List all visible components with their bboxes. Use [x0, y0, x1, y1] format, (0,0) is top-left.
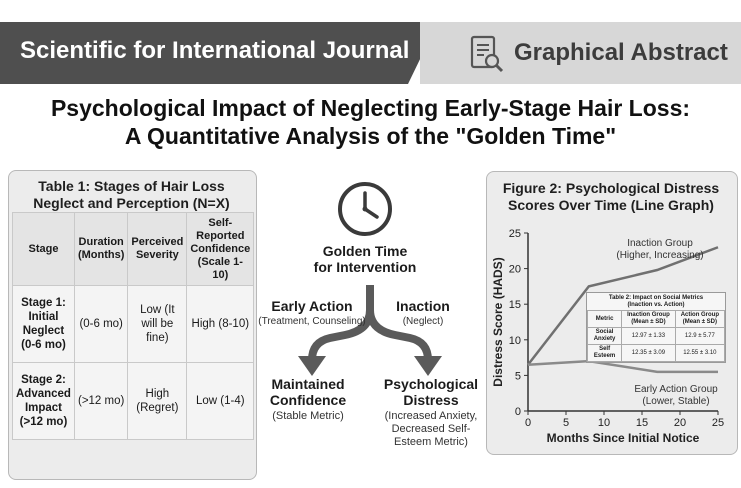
table-cell: High (Regret): [127, 362, 188, 440]
table-row: Stage 2: Advanced Impact (>12 mo) (>12 m…: [12, 362, 255, 440]
header-banner-light: [420, 22, 741, 84]
outcome-right-sub: (Increased Anxiety, Decreased Self- Este…: [375, 410, 487, 449]
outcome-right-line-1: Psychological: [383, 376, 479, 392]
figure2-title: Figure 2: Psychological Distress Scores …: [486, 180, 736, 214]
inaction-group-annotation: Inaction Group (Higher, Increasing): [586, 238, 734, 262]
table-cell: 12.9 ± 5.77: [674, 327, 726, 345]
early-action-label: Early Action: [271, 298, 353, 314]
clock-icon: [338, 182, 392, 236]
early-annotation-line-2: (Lower, Stable): [642, 396, 710, 407]
inset-caption-line-2: (Inaction vs. Action): [627, 302, 685, 308]
y-tick-label: 5: [515, 370, 521, 382]
header-confidence: Self-Reported Confidence (Scale 1-10): [186, 212, 255, 286]
distress-line-chart: 0 5 10 15 20 25 0 5 10 15 20 25 Months Since Initial…: [491, 228, 724, 445]
y-tick-label: 0: [515, 406, 521, 418]
inset-header-row: Metric Inaction Group (Mean ± SD) Action…: [586, 310, 726, 328]
inaction-series-line: [527, 246, 719, 366]
arrow-right-icon: [414, 356, 442, 376]
table1-title: Table 1: Stages of Hair Loss Neglect and…: [8, 178, 255, 212]
outcome-right-sub-3: Esteem Metric): [394, 436, 468, 448]
x-axis-label: Months Since Initial Notice: [547, 431, 700, 445]
outcome-psychological-distress: Psychological Distress: [375, 376, 487, 408]
table1-title-line-1: Table 1: Stages of Hair Loss: [38, 178, 225, 194]
outcome-maintained-confidence: Maintained Confidence: [258, 376, 358, 408]
y-tick-label: 20: [509, 264, 521, 276]
title-line-1: Psychological Impact of Neglecting Early…: [50, 95, 691, 121]
table-cell: Self Esteem: [586, 344, 623, 362]
table-cell: 12.97 ± 1.33: [621, 327, 676, 345]
inset-header: Inaction Group (Mean ± SD): [621, 310, 676, 328]
x-tick-label: 5: [563, 417, 569, 429]
x-tick-label: 25: [712, 417, 724, 429]
table-cell: Low (1-4): [186, 362, 255, 440]
outcome-left-line-2: Confidence: [269, 392, 347, 408]
golden-time-line-2: for Intervention: [313, 259, 417, 275]
inaction-label: Inaction: [396, 298, 450, 314]
outcome-left-sub: (Stable Metric): [272, 410, 344, 422]
table-row: Stage 1: Initial Neglect (0-6 mo) (0-6 m…: [12, 285, 255, 363]
branch-arrows: [298, 285, 442, 376]
x-tick-label: 15: [636, 417, 648, 429]
inset-header: Action Group (Mean ± SD): [674, 310, 726, 328]
table-cell: 12.55 ± 3.10: [674, 344, 726, 362]
table-row: Self Esteem 12.35 ± 3.09 12.55 ± 3.10: [586, 344, 726, 362]
table-row: Social Anxiety 12.97 ± 1.33 12.9 ± 5.77: [586, 327, 726, 345]
outcome-right-sub-1: (Increased Anxiety,: [384, 410, 478, 422]
y-tick-label: 15: [509, 299, 521, 311]
early-action-sub: (Treatment, Counseling): [258, 316, 366, 327]
social-metrics-inset-table: Table 2: Impact on Social Metrics (Inact…: [586, 292, 726, 363]
header-stage: Stage: [12, 212, 75, 286]
x-tick-label: 10: [598, 417, 610, 429]
table-cell: High (8-10): [186, 285, 255, 363]
table1-title-line-2: Neglect and Perception (N=X): [33, 195, 230, 211]
inaction-sub: (Neglect): [402, 316, 444, 327]
title-line-2: A Quantitative Analysis of the "Golden T…: [124, 123, 617, 149]
inset-caption-line-1: Table 2: Impact on Social Metrics: [608, 295, 704, 301]
early-annotation-line-1: Early Action Group: [634, 384, 718, 395]
arrow-left-icon: [298, 356, 326, 376]
y-tick-label: 25: [509, 228, 521, 240]
inset-caption: Table 2: Impact on Social Metrics (Inact…: [587, 293, 725, 310]
x-tick-label: 0: [525, 417, 531, 429]
header-severity: Perceived Severity: [127, 212, 188, 286]
figure2-title-line-2: Scores Over Time (Line Graph): [508, 197, 714, 213]
x-tick-label: 20: [674, 417, 686, 429]
outcome-right-sub-2: Decreased Self-: [391, 423, 471, 435]
outcome-left-line-1: Maintained: [271, 376, 345, 392]
table-cell: Social Anxiety: [586, 327, 623, 345]
table-cell: 12.35 ± 3.09: [621, 344, 676, 362]
inaction-annotation-line-2: (Higher, Increasing): [616, 250, 704, 261]
outcome-right-line-2: Distress: [403, 392, 459, 408]
early-action-series-line: [527, 359, 718, 374]
journal-name: Scientific for International Journal: [20, 37, 410, 64]
golden-time-line-1: Golden Time: [322, 243, 408, 259]
table-cell: (0-6 mo): [73, 285, 129, 363]
inaction-annotation-line-1: Inaction Group: [627, 238, 693, 249]
table-cell: Low (It will be fine): [127, 285, 188, 363]
header-duration: Duration (Months): [73, 212, 129, 286]
figure2-title-line-1: Figure 2: Psychological Distress: [502, 180, 720, 196]
graphical-abstract-label: Graphical Abstract: [514, 39, 728, 66]
table-cell: Stage 1: Initial Neglect (0-6 mo): [12, 285, 75, 363]
page-title: Psychological Impact of Neglecting Early…: [0, 94, 741, 150]
early-action-annotation: Early Action Group (Lower, Stable): [618, 384, 734, 408]
table-cell: Stage 2: Advanced Impact (>12 mo): [12, 362, 75, 440]
golden-time-label: Golden Time for Intervention: [300, 243, 430, 275]
stages-table: Stage Duration (Months) Perceived Severi…: [12, 212, 255, 440]
y-tick-label: 10: [509, 335, 521, 347]
document-search-icon: [470, 35, 504, 73]
table-cell: (>12 mo): [73, 362, 129, 440]
inset-header: Metric: [586, 310, 623, 328]
y-axis-label: Distress Score (HADS): [491, 257, 505, 386]
table-header-row: Stage Duration (Months) Perceived Severi…: [12, 212, 255, 286]
